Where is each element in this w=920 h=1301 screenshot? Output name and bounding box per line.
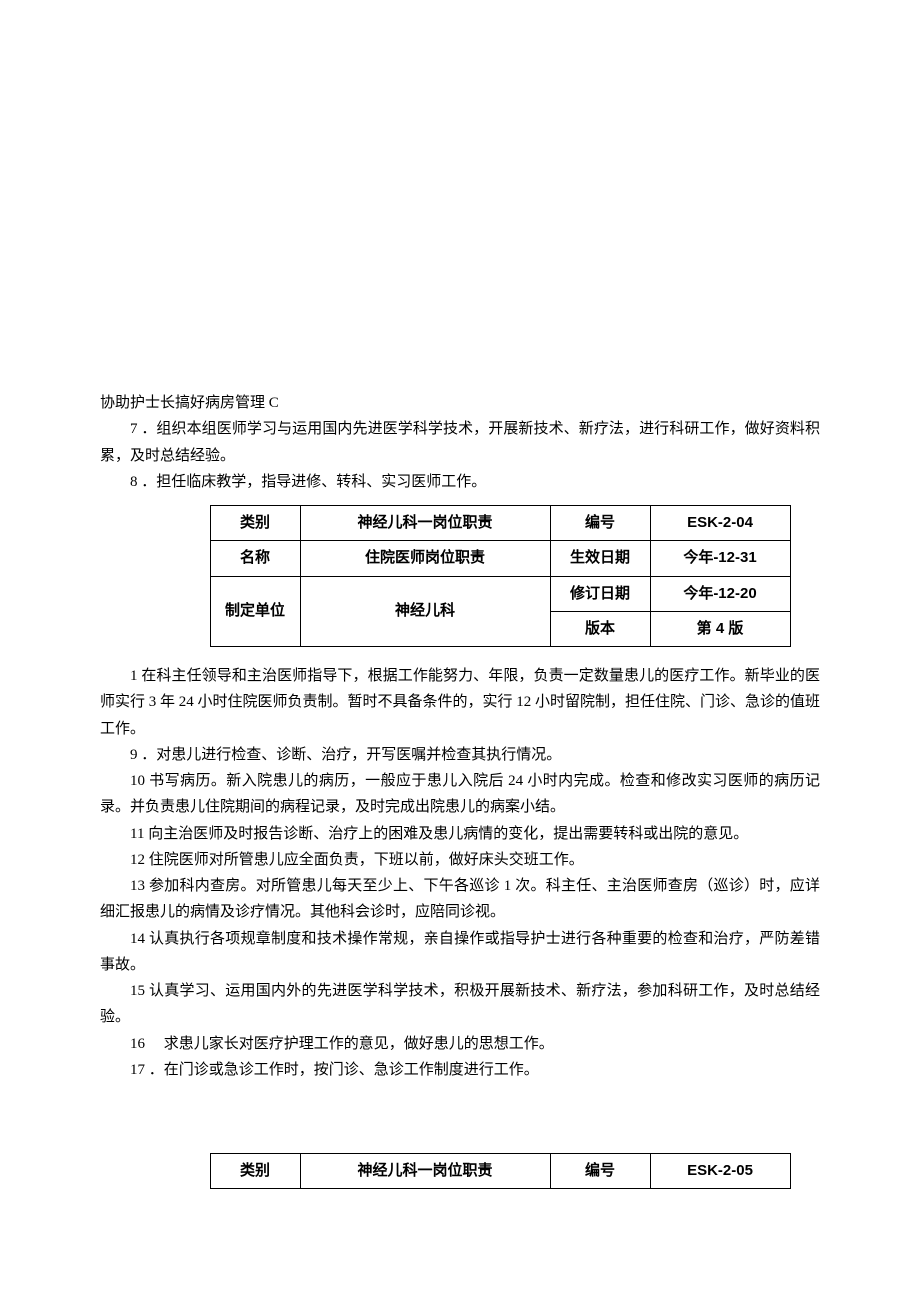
body-line: 17 ．在门诊或急诊工作时，按门诊、急诊工作制度进行工作。 bbox=[100, 1057, 820, 1083]
cell-val: ESK-2-05 bbox=[650, 1154, 790, 1189]
lead-cell bbox=[100, 506, 210, 647]
body-line: 13 参加科内查房。对所管患儿每天至少上、下午各巡诊 1 次。科主任、主治医师查… bbox=[100, 873, 820, 926]
cell-title: 神经儿科 bbox=[300, 576, 550, 647]
body-line: 11 向主治医师及时报告诊断、治疗上的困难及患儿病情的变化，提出需要转科或出院的… bbox=[100, 821, 820, 847]
cell-key: 生效日期 bbox=[550, 541, 650, 576]
cell-label: 名称 bbox=[210, 541, 300, 576]
body-line: 12 住院医师对所管患儿应全面负责，下班以前，做好床头交班工作。 bbox=[100, 847, 820, 873]
cell-key: 编号 bbox=[550, 1154, 650, 1189]
cell-key: 修订日期 bbox=[550, 576, 650, 611]
body-line: 1 在科主任领导和主治医师指导下，根据工作能努力、年限，负责一定数量患儿的医疗工… bbox=[100, 663, 820, 742]
cell-key: 编号 bbox=[550, 506, 650, 541]
table-row: 类别 神经儿科一岗位职责 编号 ESK-2-04 bbox=[100, 506, 790, 541]
cell-val: 今年-12-20 bbox=[650, 576, 790, 611]
body-line: 14 认真执行各项规章制度和技术操作常规，亲自操作或指导护士进行各种重要的检查和… bbox=[100, 926, 820, 979]
cell-label: 类别 bbox=[210, 506, 300, 541]
document-page: 协助护士长搞好病房管理 C 7 ．组织本组医师学习与运用国内先进医学科学技术，开… bbox=[100, 390, 820, 1199]
info-table-2: 类别 神经儿科一岗位职责 编号 ESK-2-05 bbox=[100, 1153, 791, 1189]
cell-val: 今年-12-31 bbox=[650, 541, 790, 576]
cell-val: ESK-2-04 bbox=[650, 506, 790, 541]
table-row: 类别 神经儿科一岗位职责 编号 ESK-2-05 bbox=[100, 1154, 790, 1189]
body-line: 9 ．对患儿进行检查、诊断、治疗，开写医嘱并检查其执行情况。 bbox=[100, 742, 820, 768]
body-line: 10 书写病历。新入院患儿的病历，一般应于患儿入院后 24 小时内完成。检查和修… bbox=[100, 768, 820, 821]
pre-line-1: 7 ．组织本组医师学习与运用国内先进医学科学技术，开展新技术、新疗法，进行科研工… bbox=[100, 416, 820, 469]
cell-title: 神经儿科一岗位职责 bbox=[300, 1154, 550, 1189]
cell-key: 版本 bbox=[550, 611, 650, 646]
pre-line-0: 协助护士长搞好病房管理 C bbox=[100, 390, 820, 416]
body-line: 16 求患儿家长对医疗护理工作的意见，做好患儿的思想工作。 bbox=[100, 1031, 820, 1057]
body-line: 15 认真学习、运用国内外的先进医学科学技术，积极开展新技术、新疗法，参加科研工… bbox=[100, 978, 820, 1031]
cell-val: 第 4 版 bbox=[650, 611, 790, 646]
cell-label: 类别 bbox=[210, 1154, 300, 1189]
pre-line-2: 8 ．担任临床教学，指导进修、转科、实习医师工作。 bbox=[100, 469, 820, 495]
info-table-1: 类别 神经儿科一岗位职责 编号 ESK-2-04 名称 住院医师岗位职责 生效日… bbox=[100, 505, 791, 647]
cell-label: 制定单位 bbox=[210, 576, 300, 647]
cell-title: 住院医师岗位职责 bbox=[300, 541, 550, 576]
cell-title: 神经儿科一岗位职责 bbox=[300, 506, 550, 541]
lead-cell bbox=[100, 1154, 210, 1189]
